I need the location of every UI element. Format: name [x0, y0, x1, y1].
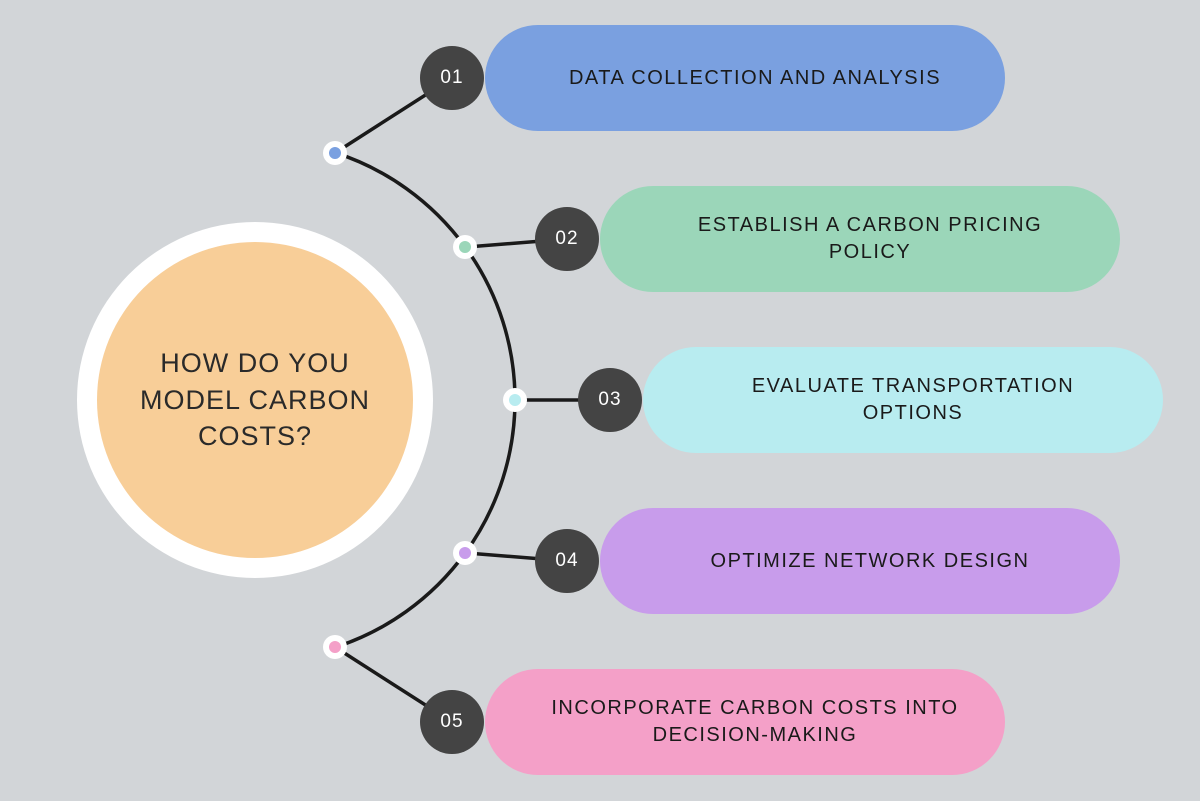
- step-label: OPTIMIZE NETWORK DESIGN: [711, 548, 1030, 575]
- step-number: 01: [440, 67, 463, 89]
- step-label: INCORPORATE CARBON COSTS INTO DECISION-M…: [545, 695, 965, 749]
- step-number-circle: 02: [535, 207, 599, 271]
- arc-dot-inner: [509, 394, 521, 406]
- arc-dot-inner: [329, 147, 341, 159]
- center-title: HOW DO YOU MODEL CARBON COSTS?: [127, 345, 383, 454]
- step-number-circle: 05: [420, 690, 484, 754]
- center-circle-inner: HOW DO YOU MODEL CARBON COSTS?: [97, 242, 413, 558]
- step-number: 04: [555, 550, 578, 572]
- step-label: EVALUATE TRANSPORTATION OPTIONS: [703, 373, 1123, 427]
- step-pill: EVALUATE TRANSPORTATION OPTIONS: [643, 347, 1163, 453]
- step-pill: ESTABLISH A CARBON PRICING POLICY: [600, 186, 1120, 292]
- step-number-circle: 03: [578, 368, 642, 432]
- step-number-circle: 01: [420, 46, 484, 110]
- step-number: 03: [598, 389, 621, 411]
- step-label: DATA COLLECTION AND ANALYSIS: [569, 65, 941, 92]
- step-number-circle: 04: [535, 529, 599, 593]
- step-pill: OPTIMIZE NETWORK DESIGN: [600, 508, 1120, 614]
- step-number: 05: [440, 711, 463, 733]
- step-pill: DATA COLLECTION AND ANALYSIS: [485, 25, 1005, 131]
- step-label: ESTABLISH A CARBON PRICING POLICY: [660, 212, 1080, 266]
- step-number: 02: [555, 228, 578, 250]
- step-pill: INCORPORATE CARBON COSTS INTO DECISION-M…: [485, 669, 1005, 775]
